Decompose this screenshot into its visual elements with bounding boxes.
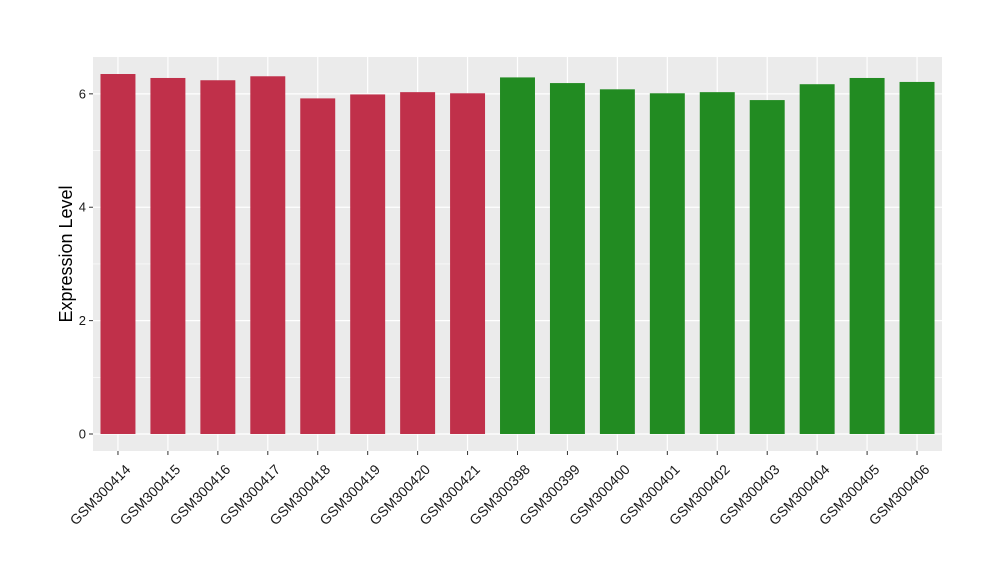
bar-GSM300403 bbox=[749, 100, 785, 434]
y-axis-title: Expression Level bbox=[56, 185, 76, 322]
x-axis: GSM300414GSM300415GSM300416GSM300417GSM3… bbox=[67, 451, 933, 528]
bar-GSM300405 bbox=[849, 77, 885, 434]
bar-GSM300406 bbox=[899, 81, 935, 434]
bar-GSM300414 bbox=[100, 74, 136, 434]
y-tick-label: 2 bbox=[79, 313, 86, 328]
bar-GSM300398 bbox=[500, 77, 535, 434]
y-axis: 0 2 4 6 bbox=[79, 86, 93, 441]
bar-GSM300416 bbox=[200, 80, 236, 434]
bar-GSM300400 bbox=[599, 89, 635, 434]
bar-GSM300420 bbox=[400, 92, 436, 434]
bar-GSM300404 bbox=[799, 84, 835, 434]
bar-GSM300401 bbox=[649, 93, 685, 434]
bar-GSM300415 bbox=[150, 77, 186, 434]
y-tick-label: 0 bbox=[79, 426, 86, 441]
bar-GSM300402 bbox=[699, 92, 735, 434]
bar-GSM300419 bbox=[350, 94, 386, 434]
bars-group bbox=[100, 74, 935, 434]
bar-GSM300418 bbox=[300, 98, 336, 434]
y-tick-label: 6 bbox=[79, 86, 86, 101]
bar-GSM300417 bbox=[250, 76, 286, 434]
bar-GSM300421 bbox=[450, 93, 486, 434]
bar-GSM300399 bbox=[549, 83, 585, 434]
y-tick-label: 4 bbox=[79, 200, 86, 215]
